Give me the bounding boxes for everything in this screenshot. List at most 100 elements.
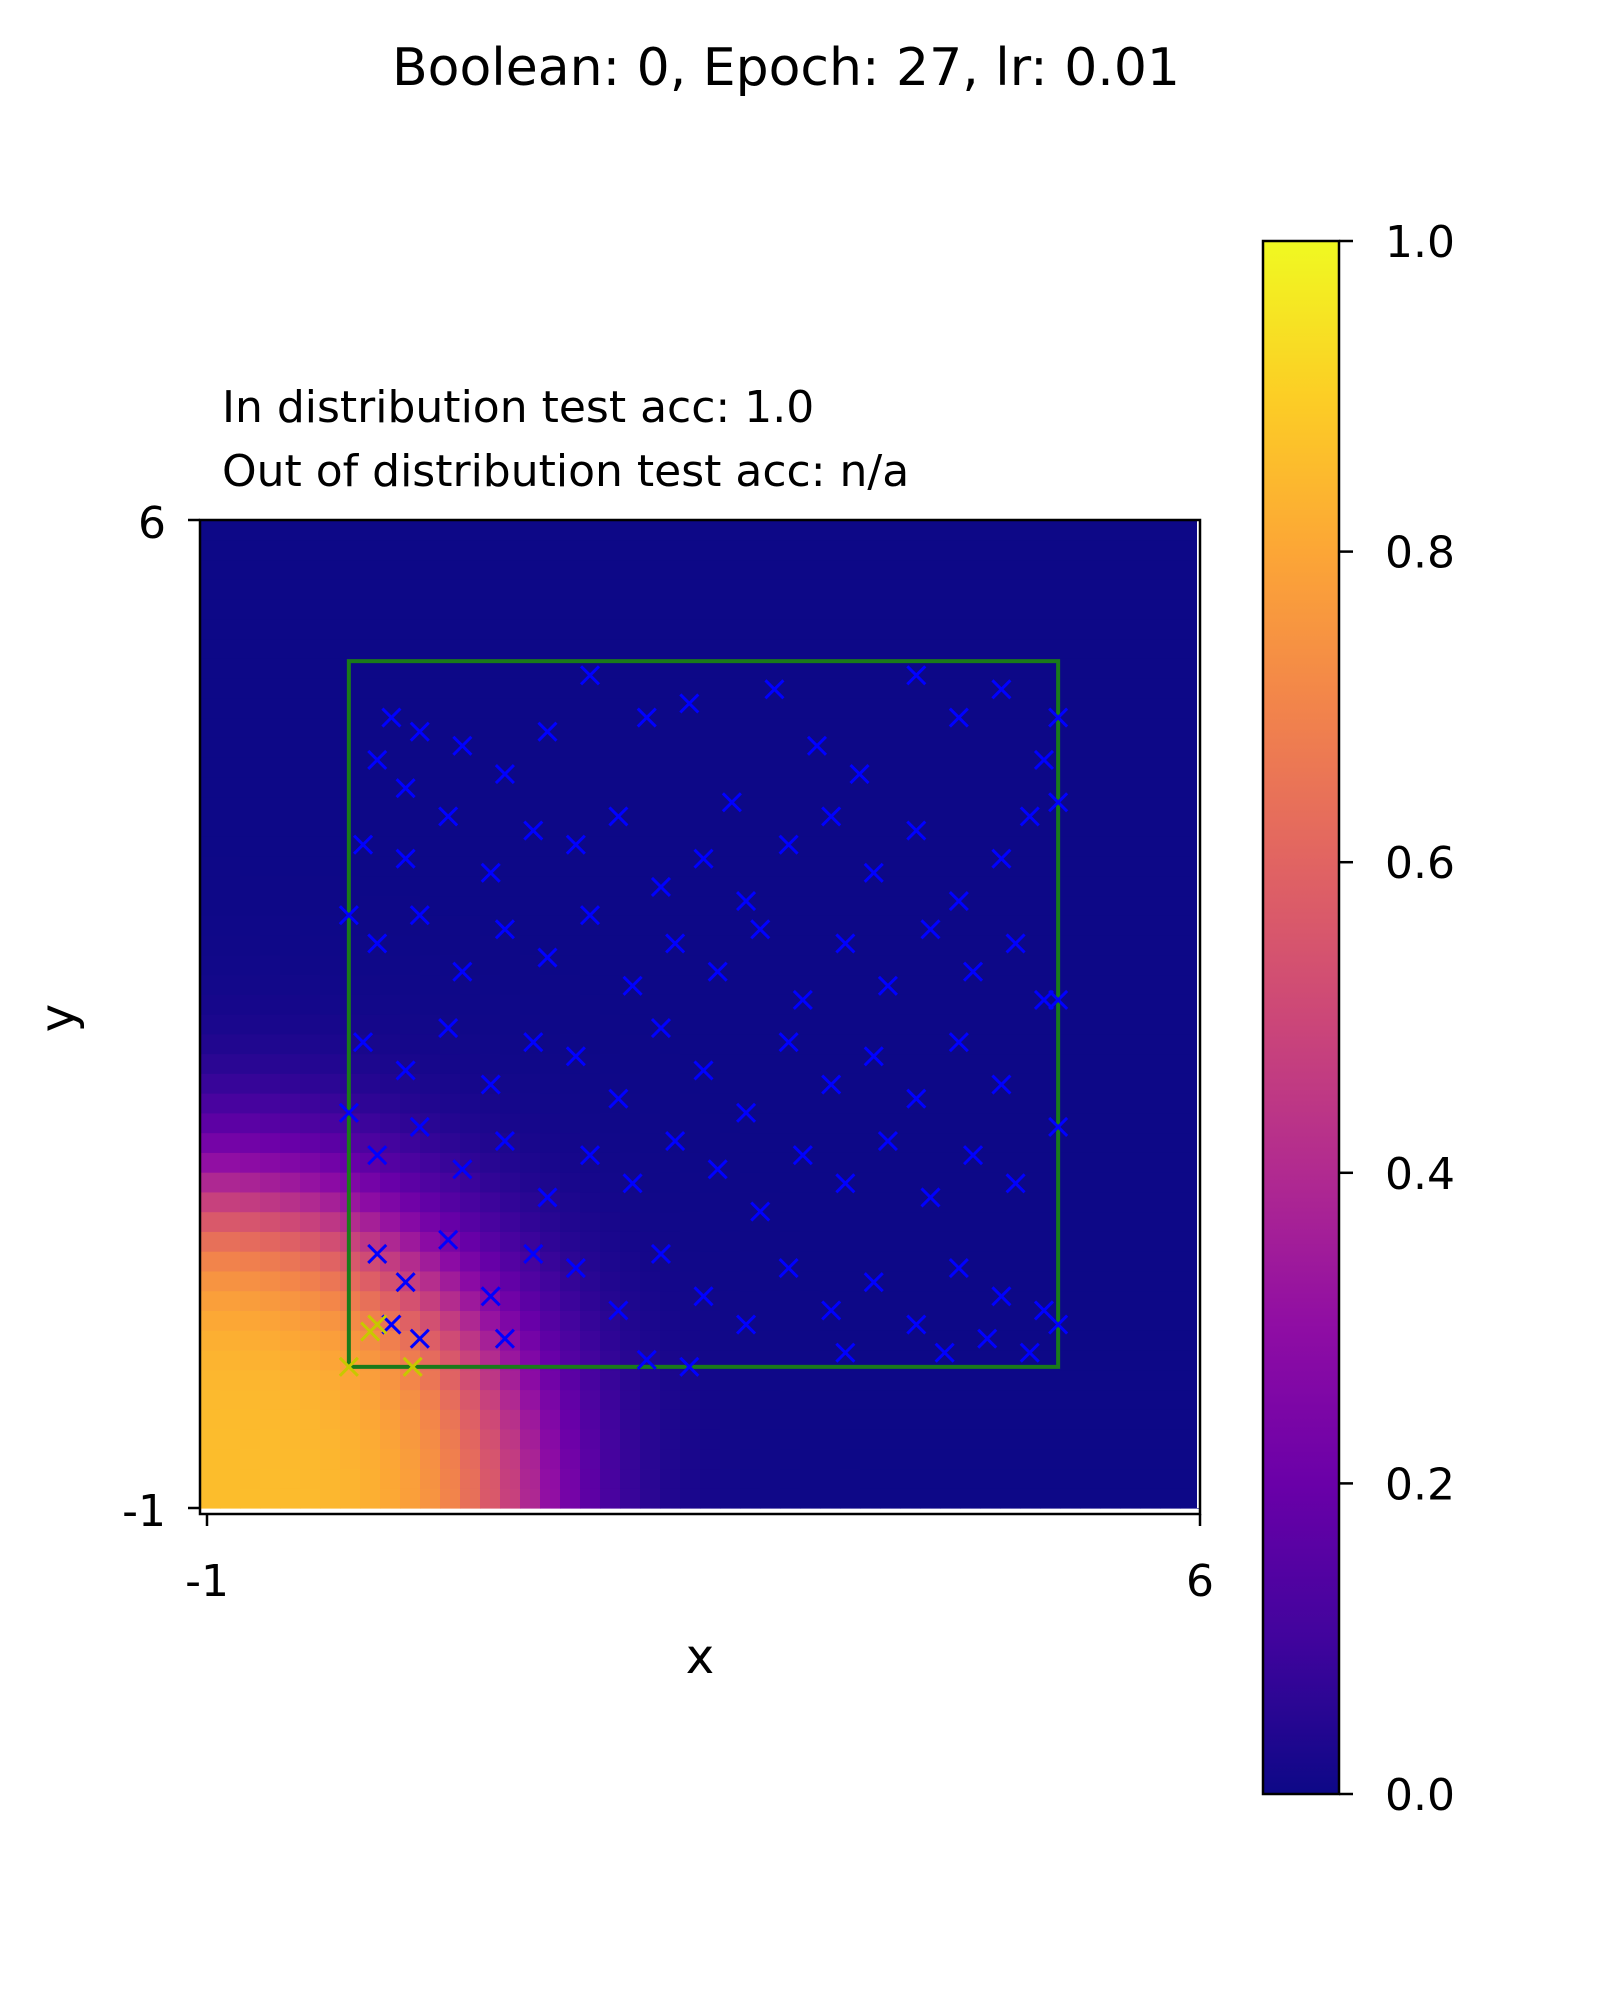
heatmap-cell (820, 1330, 841, 1351)
heatmap-cell (1060, 1033, 1081, 1055)
heatmap-cell (200, 1053, 221, 1074)
heatmap-cell (1180, 1428, 1201, 1450)
heatmap-cell (660, 579, 681, 600)
heatmap-cell (360, 1073, 381, 1094)
point-blue (636, 707, 657, 728)
heatmap-cell (760, 1112, 781, 1134)
heatmap-cell (700, 737, 721, 758)
colorbar: 0.00.20.40.60.81.0 (1261, 217, 1455, 1821)
heatmap-cell (1100, 1152, 1121, 1173)
heatmap-cell (980, 796, 1001, 817)
heatmap-cell (1180, 855, 1201, 877)
heatmap-cell (680, 1014, 701, 1035)
heatmap-cell (1040, 638, 1061, 659)
point-blue (948, 1032, 969, 1053)
heatmap-cell (540, 954, 561, 976)
heatmap-cell (880, 678, 901, 699)
heatmap-cell (380, 1488, 401, 1509)
heatmap-cell (1060, 1191, 1081, 1213)
heatmap-cell (540, 1053, 561, 1074)
heatmap-cell (700, 1112, 721, 1134)
heatmap-cell (500, 599, 521, 620)
heatmap-cell (560, 1369, 581, 1391)
heatmap-cell (800, 559, 821, 580)
heatmap-cell (940, 1014, 961, 1035)
heatmap-cell (460, 1369, 481, 1391)
heatmap-cell (920, 757, 941, 778)
heatmap-cell (1060, 1073, 1081, 1094)
heatmap-cell (1040, 1409, 1061, 1430)
heatmap-cell (780, 895, 801, 916)
heatmap-cell (220, 1389, 241, 1410)
heatmap-cell (240, 1409, 261, 1430)
heatmap-cell (420, 1033, 441, 1055)
heatmap-cell (320, 875, 341, 897)
heatmap-cell (840, 1112, 861, 1134)
heatmap-cell (1120, 599, 1141, 620)
heatmap-cell (920, 658, 941, 679)
heatmap-cell (600, 1330, 621, 1351)
heatmap-cell (1160, 1073, 1181, 1094)
heatmap-cell (300, 1330, 321, 1351)
heatmap-cell (500, 855, 521, 877)
heatmap-cell (500, 638, 521, 659)
heatmap-cell (940, 1172, 961, 1193)
heatmap-cell (940, 816, 961, 837)
heatmap-cell (240, 1310, 261, 1331)
heatmap-cell (260, 1428, 281, 1450)
heatmap-cell (740, 1152, 761, 1173)
point-blue (693, 1060, 714, 1081)
heatmap-cell (1100, 816, 1121, 837)
heatmap-cell (480, 1172, 501, 1193)
heatmap-cell (840, 1251, 861, 1272)
heatmap-cell (880, 1172, 901, 1193)
heatmap-cell (560, 618, 581, 640)
heatmap-cell (380, 994, 401, 1015)
heatmap-cell (1060, 1152, 1081, 1173)
heatmap-cell (660, 539, 681, 561)
heatmap-cell (540, 816, 561, 837)
heatmap-cell (1100, 1073, 1121, 1094)
heatmap-cell (1180, 1349, 1201, 1371)
heatmap-cell (520, 875, 541, 897)
heatmap-cell (220, 520, 241, 541)
heatmap-cell (1080, 539, 1101, 561)
heatmap-cell (760, 1231, 781, 1252)
heatmap-cell (1000, 836, 1021, 857)
heatmap-cell (980, 1468, 1001, 1489)
heatmap-cell (560, 1033, 581, 1055)
heatmap-cell (300, 1211, 321, 1232)
heatmap-cell (1040, 836, 1061, 857)
heatmap-cell (880, 875, 901, 897)
heatmap-cell (980, 875, 1001, 897)
heatmap-cell (640, 559, 661, 580)
heatmap-cell (900, 1172, 921, 1193)
heatmap-cell (1000, 974, 1021, 995)
heatmap-cell (1020, 1211, 1041, 1232)
heatmap-cell (660, 678, 681, 699)
heatmap-cell (640, 1211, 661, 1232)
heatmap-cell (220, 1369, 241, 1391)
heatmap-cell (840, 1132, 861, 1153)
heatmap-cell (420, 1468, 441, 1489)
heatmap-cell (740, 697, 761, 719)
heatmap-cell (960, 539, 981, 561)
heatmap-cell (740, 1389, 761, 1410)
heatmap-cell (1160, 678, 1181, 699)
heatmap-cell (980, 1152, 1001, 1173)
heatmap-cell (860, 737, 881, 758)
heatmap-cell (920, 717, 941, 738)
heatmap-cell (1060, 539, 1081, 561)
heatmap-cell (260, 1389, 281, 1410)
heatmap-cell (280, 638, 301, 659)
heatmap-cell (940, 836, 961, 857)
heatmap-cell (1140, 1251, 1161, 1272)
heatmap-cell (980, 915, 1001, 936)
heatmap-cell (500, 1231, 521, 1252)
heatmap-cell (1020, 1231, 1041, 1252)
heatmap-cell (280, 836, 301, 857)
heatmap-cell (620, 1290, 641, 1311)
heatmap-cell (640, 1172, 661, 1193)
heatmap-cell (240, 915, 261, 936)
heatmap-cell (360, 1310, 381, 1331)
